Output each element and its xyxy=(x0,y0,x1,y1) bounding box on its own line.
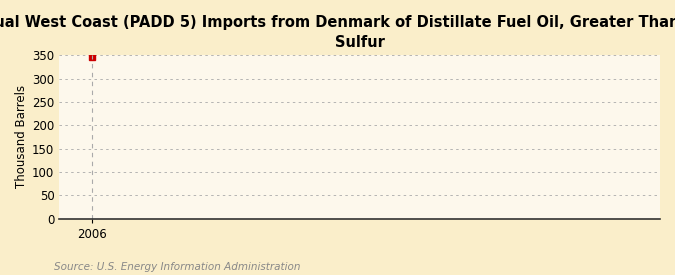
Text: Source: U.S. Energy Information Administration: Source: U.S. Energy Information Administ… xyxy=(54,262,300,272)
Title: Annual West Coast (PADD 5) Imports from Denmark of Distillate Fuel Oil, Greater : Annual West Coast (PADD 5) Imports from … xyxy=(0,15,675,50)
Y-axis label: Thousand Barrels: Thousand Barrels xyxy=(15,85,28,188)
